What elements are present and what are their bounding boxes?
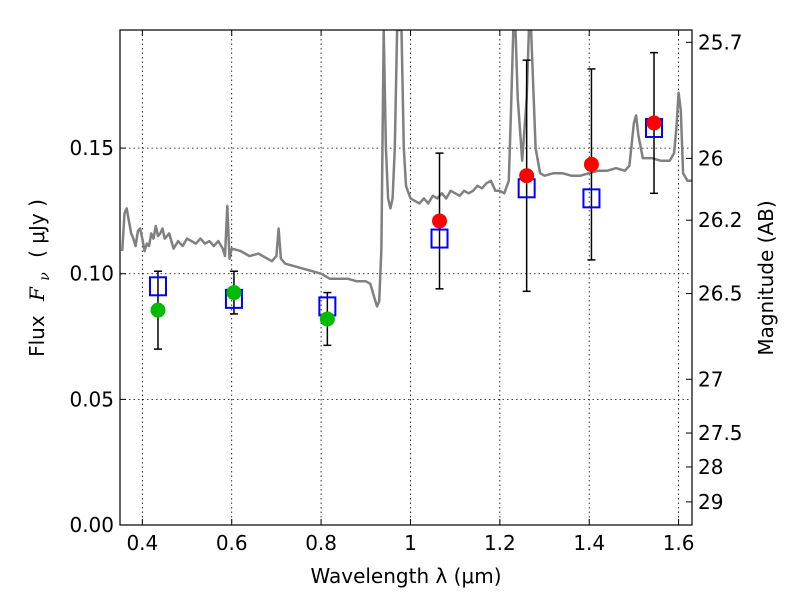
y-tick-label: 0.10: [69, 262, 114, 286]
y-axis-label-symbol: F: [25, 286, 49, 302]
y2-tick-label: 27: [698, 367, 723, 391]
y2-tick-label: 26.2: [698, 208, 743, 232]
y2-tick-label: 29: [698, 490, 723, 514]
y-ticks: 0.00 0.05 0.10 0.15: [69, 136, 126, 537]
x-tick-label: 0.8: [305, 531, 337, 555]
marker-observed-red: [432, 213, 448, 229]
marker-observed-green: [226, 285, 242, 301]
y-tick-label: 0.00: [69, 513, 114, 537]
marker-observed-green: [150, 302, 166, 318]
y2-ticks: 25.7 26 26.2 26.5 27 27.5 28 29: [686, 30, 743, 514]
svg-text:Flux F ν ( μ: Flux F ν ( μJy ): [25, 199, 54, 357]
y-axis-label: Flux F ν ( μJy ): [25, 199, 54, 357]
marker-observed-green: [319, 311, 335, 327]
y2-tick-label: 26: [698, 146, 723, 170]
marker-observed-red: [646, 115, 662, 131]
y-tick-label: 0.05: [69, 387, 114, 411]
template-spectrum-layer: [120, 30, 692, 308]
y-tick-label: 0.15: [69, 136, 114, 160]
marker-model-squares: [582, 188, 601, 209]
plot-frame: [119, 29, 693, 526]
x-tick-label: 1.4: [573, 531, 605, 555]
marker-observed-red: [583, 156, 599, 172]
x-tick-label: 0.4: [126, 531, 158, 555]
x-tick-label: 0.6: [216, 531, 248, 555]
x-tick-label: 1: [404, 531, 417, 555]
y2-tick-label: 28: [698, 455, 723, 479]
y2-tick-label: 27.5: [698, 421, 743, 445]
y2-tick-label: 26.5: [698, 282, 743, 306]
y2-axis-label: Magnitude (AB): [754, 200, 778, 355]
y2-tick-label: 25.7: [698, 30, 743, 54]
y-axis-label-units: ( μJy ): [25, 199, 49, 258]
marker-observed-red: [519, 168, 535, 184]
marker-model-squares: [430, 228, 449, 249]
x-tick-label: 1.2: [484, 531, 516, 555]
x-axis-label: Wavelength λ (μm): [310, 564, 501, 588]
template-spectrum-line: [120, 30, 692, 308]
y-axis-label-text: Flux: [25, 315, 49, 357]
x-tick-label: 1.6: [663, 531, 695, 555]
data-markers: [148, 115, 664, 327]
marker-model-squares: [148, 276, 167, 297]
y-axis-label-subscript: ν: [37, 272, 53, 281]
x-ticks: 0.4 0.6 0.8 1 1.2 1.4 1.6: [126, 30, 695, 555]
